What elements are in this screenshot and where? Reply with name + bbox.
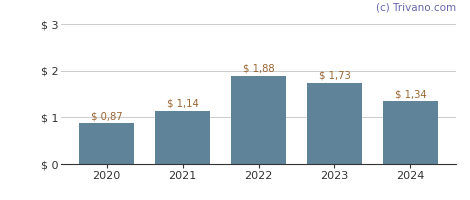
Text: $ 0,87: $ 0,87 [91,111,123,121]
Bar [307,83,362,164]
Text: $ 1,73: $ 1,73 [319,71,350,81]
Text: $ 1,14: $ 1,14 [167,98,198,108]
Bar [155,111,210,164]
Text: $ 1,34: $ 1,34 [394,89,426,99]
Bar [79,123,134,164]
Bar [231,76,286,164]
Bar [383,101,438,164]
Text: $ 1,88: $ 1,88 [243,64,274,74]
Text: (c) Trivano.com: (c) Trivano.com [376,3,456,13]
